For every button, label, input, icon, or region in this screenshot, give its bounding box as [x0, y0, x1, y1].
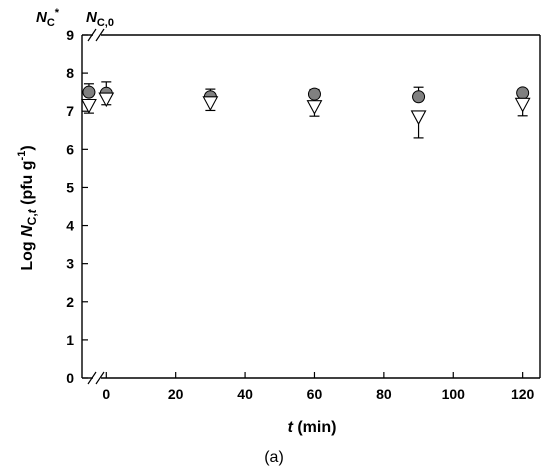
axis-break-mark [95, 371, 105, 385]
data-point-circle [516, 86, 530, 100]
x-tick-label: 60 [307, 386, 323, 402]
axis-break-mark [87, 371, 97, 385]
x-axis-label: t (min) [288, 419, 337, 436]
data-point-triangle [514, 97, 531, 113]
y-tick-label: 2 [66, 294, 74, 310]
data-point-circle [307, 87, 321, 101]
axes [81, 28, 541, 385]
x-tick-label: 20 [168, 386, 184, 402]
y-tick-label: 8 [66, 65, 74, 81]
y-tick-label: 0 [66, 370, 74, 386]
y-tick-label: 5 [66, 179, 74, 195]
x-tick-label: 120 [511, 386, 535, 402]
data-point-triangle [202, 96, 219, 111]
axis-break-mark [95, 28, 105, 42]
y-tick-label: 4 [66, 218, 74, 234]
axis-break-mark [87, 28, 97, 42]
y-tick-label: 1 [66, 332, 74, 348]
y-tick-label: 9 [66, 27, 74, 43]
data-marks [81, 81, 531, 139]
data-point-triangle [81, 98, 97, 114]
data-point-triangle [98, 92, 115, 108]
x-tick-label: 80 [376, 386, 392, 402]
y-axis-label: Log NC,t (pfu g-1) [16, 145, 39, 270]
annotation-nc-star: NC* [36, 7, 60, 29]
ticks: 0 1 2 3 4 5 6 7 8 9 0 20 40 60 80 100 120 [66, 27, 534, 402]
data-point-circle [412, 90, 426, 104]
x-tick-label: 100 [442, 386, 466, 402]
data-point-triangle [306, 100, 323, 115]
y-tick-label: 6 [66, 141, 74, 157]
annotation-nc-zero: NC,0 [86, 9, 114, 29]
y-tick-label: 7 [66, 103, 74, 119]
x-tick-label: 40 [237, 386, 253, 402]
panel-label: (a) [264, 449, 284, 466]
data-point-circle [82, 85, 96, 99]
y-tick-label: 3 [66, 256, 74, 272]
x-tick-label: 0 [102, 386, 110, 402]
data-point-triangle [410, 110, 427, 126]
